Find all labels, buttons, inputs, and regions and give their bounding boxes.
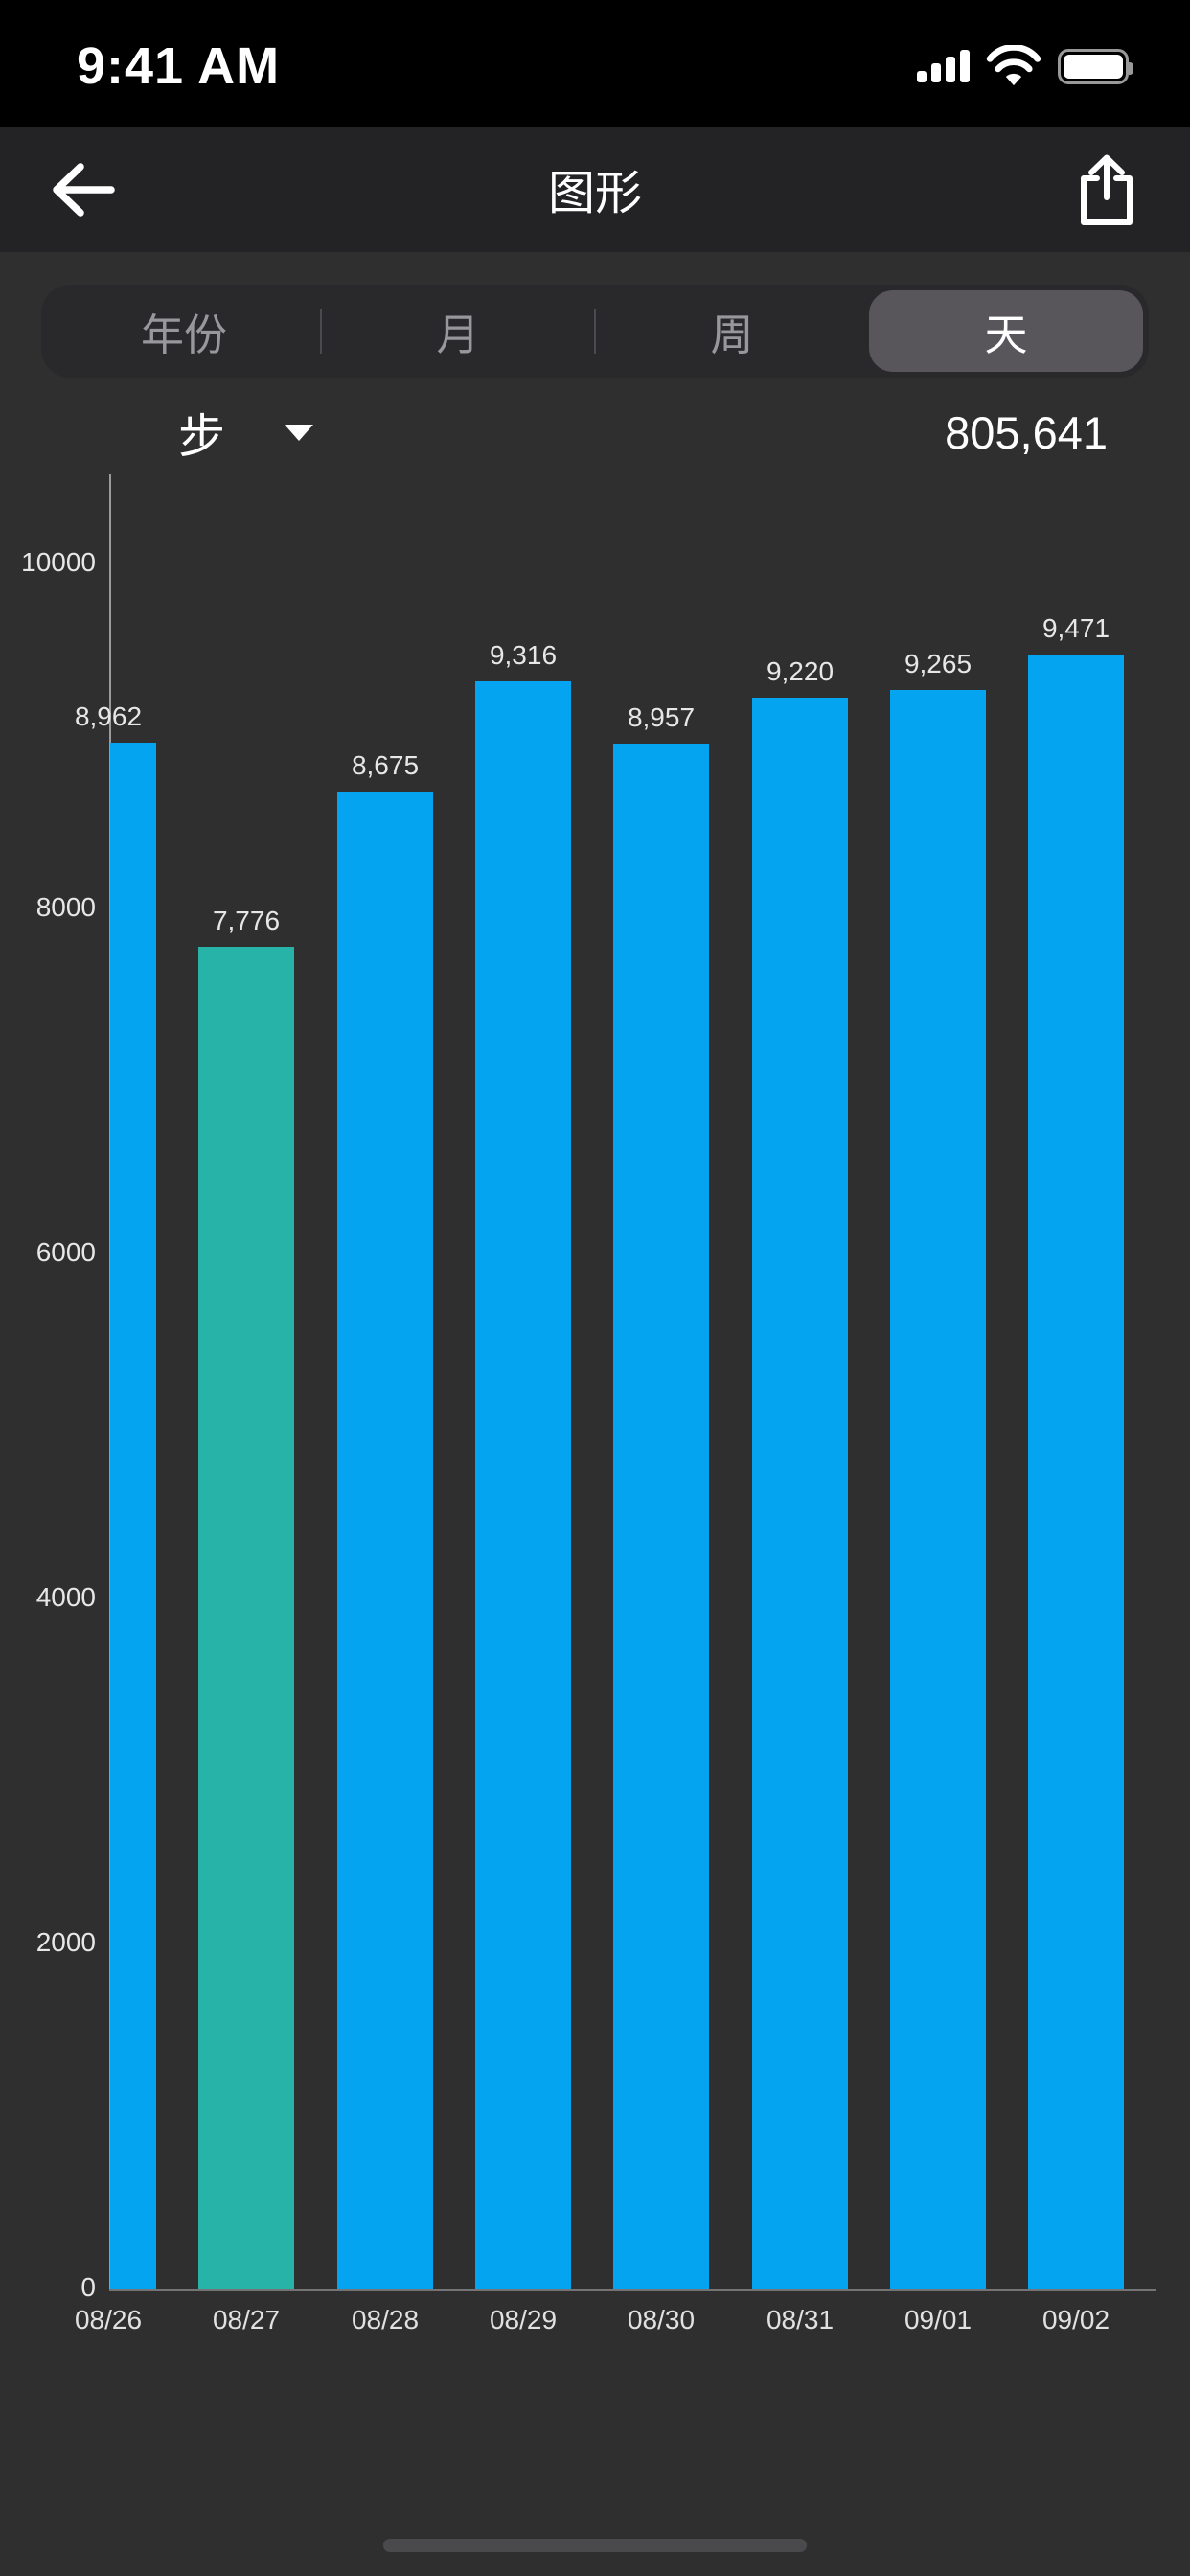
metric-label: 步 xyxy=(178,411,226,463)
battery-icon xyxy=(1058,48,1133,84)
x-axis-label: 08/27 xyxy=(212,2305,281,2334)
status-icons xyxy=(917,45,1133,87)
y-tick-label: 6000 xyxy=(35,1237,96,1267)
bar-value-label: 9,265 xyxy=(904,649,973,678)
metric-selector[interactable]: 步 xyxy=(178,399,314,467)
bar-value-label: 9,220 xyxy=(766,656,835,686)
range-tab-label: 年份 xyxy=(140,310,227,359)
wifi-icon xyxy=(986,45,1041,86)
chevron-down-icon xyxy=(285,425,314,441)
back-button[interactable] xyxy=(40,126,126,252)
y-tick-label: 8000 xyxy=(35,892,96,922)
bar-value-label: 8,957 xyxy=(627,702,696,732)
bar-value-label: 9,316 xyxy=(489,640,558,670)
x-axis-line xyxy=(109,2288,1156,2291)
y-tick-label: 10000 xyxy=(21,547,96,577)
share-button[interactable] xyxy=(1064,126,1150,252)
segment-divider xyxy=(320,309,322,354)
x-axis-label: 08/28 xyxy=(351,2305,420,2334)
range-tab-label: 周 xyxy=(710,310,754,359)
y-tick-label: 2000 xyxy=(35,1927,96,1957)
chart-bar-08/28[interactable] xyxy=(337,792,433,2288)
total-value: 805,641 xyxy=(945,407,1108,458)
home-indicator[interactable] xyxy=(383,2539,807,2552)
cellular-signal-icon xyxy=(917,50,970,82)
bar-value-label: 8,962 xyxy=(74,702,143,731)
x-axis-label: 09/01 xyxy=(904,2305,973,2334)
x-axis-label: 08/30 xyxy=(627,2305,696,2334)
range-tab-label: 天 xyxy=(984,310,1028,359)
back-arrow-icon xyxy=(53,162,115,217)
x-axis-label: 08/29 xyxy=(489,2305,558,2334)
chart-bar-08/30[interactable] xyxy=(613,744,709,2288)
bar-value-label: 7,776 xyxy=(212,906,281,935)
bar-value-label: 9,471 xyxy=(1041,613,1110,643)
chart-bar-08/26[interactable] xyxy=(110,743,156,2288)
chart-bar-09/02[interactable] xyxy=(1028,655,1124,2288)
x-axis-label: 09/02 xyxy=(1041,2305,1110,2334)
segment-divider xyxy=(594,309,596,354)
x-axis-label: 08/31 xyxy=(766,2305,835,2334)
range-tab-周[interactable]: 周 xyxy=(594,290,869,372)
status-time: 9:41 AM xyxy=(77,37,281,95)
range-tab-年份[interactable]: 年份 xyxy=(47,290,321,372)
y-tick-label: 0 xyxy=(80,2272,96,2302)
x-axis-label: 08/26 xyxy=(74,2305,143,2334)
page-title: 图形 xyxy=(547,168,642,219)
range-segmented-control: 年份 月 周 天 xyxy=(41,285,1149,378)
chart-bar-08/29[interactable] xyxy=(475,681,571,2288)
nav-bar: 图形 xyxy=(0,126,1190,252)
bar-value-label: 8,675 xyxy=(351,750,420,780)
status-bar: 9:41 AM xyxy=(0,0,1190,126)
share-icon xyxy=(1081,154,1133,225)
range-tab-月[interactable]: 月 xyxy=(320,290,595,372)
range-tab-天[interactable]: 天 xyxy=(869,290,1143,372)
plot-area xyxy=(110,0,1190,2288)
y-tick-label: 4000 xyxy=(35,1582,96,1612)
chart-bar-09/01[interactable] xyxy=(890,690,986,2288)
chart-bar-08/31[interactable] xyxy=(752,698,848,2288)
chart-bar-08/27[interactable] xyxy=(198,947,294,2288)
range-tab-label: 月 xyxy=(436,310,480,359)
